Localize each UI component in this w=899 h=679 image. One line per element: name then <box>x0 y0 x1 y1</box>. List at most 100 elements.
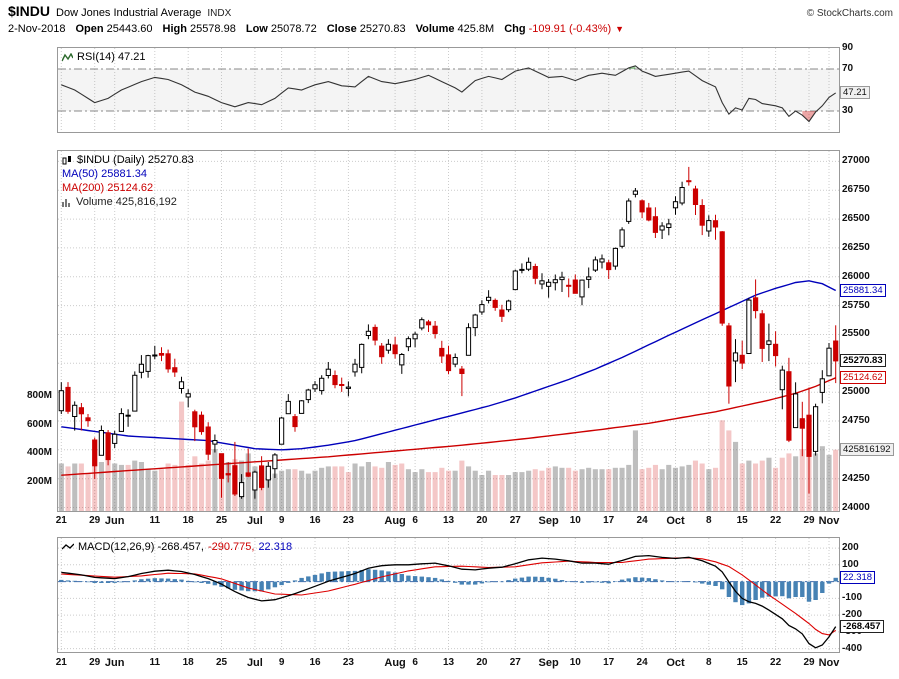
symbol-name: Dow Jones Industrial Average <box>56 7 202 19</box>
x-axis-label: 6 <box>412 657 418 668</box>
x-axis-label: Jul <box>246 657 263 669</box>
chg-down-arrow-icon: ▼ <box>615 24 625 34</box>
x-axis-label: 21 <box>55 657 67 668</box>
x-axis-label: Jul <box>246 515 263 527</box>
low-value: 25078.72 <box>270 23 317 35</box>
volume-axis-label: 600M <box>26 418 52 430</box>
rsi-axis-label: 30 <box>842 105 854 116</box>
x-axis-label: 10 <box>569 515 581 526</box>
macd-axis-label: 100 <box>842 558 859 570</box>
volume-axis-label: 800M <box>26 389 52 401</box>
macd-signal-text: -290.775, <box>207 541 255 553</box>
x-axis-bottom: 21 29 Jun 11 18 25 Jul 9 16 23 Aug 6 13 20 27 Sep 10 17 24… <box>55 657 841 671</box>
x-axis-label: 29 <box>89 657 101 668</box>
price-axis-label: 25500 <box>842 328 870 340</box>
x-axis-label: 23 <box>342 515 354 526</box>
x-axis-label: Jun <box>104 515 125 527</box>
axis-value-box: -268.457 <box>840 620 884 634</box>
price-axis-label: 24000 <box>842 501 870 513</box>
x-axis-label: 27 <box>509 515 521 526</box>
low-label: Low <box>245 23 268 35</box>
x-axis-label: 17 <box>603 657 615 668</box>
x-axis-label: Jun <box>104 657 125 669</box>
x-axis-label: Sep <box>538 515 559 527</box>
x-axis-label: 9 <box>278 515 285 526</box>
x-axis-label: 17 <box>603 515 615 526</box>
x-axis-label: 20 <box>476 657 488 668</box>
macd-chart-canvas <box>58 538 839 652</box>
close-label: Close <box>326 23 357 35</box>
rsi-axis-label: 90 <box>842 42 854 53</box>
ma200-legend: MA(200) 25124.62 <box>62 181 194 195</box>
volume-bars-icon <box>62 198 70 207</box>
x-axis-label: 20 <box>476 515 488 526</box>
price-axis-label: 24250 <box>842 472 870 484</box>
quote-date: 2-Nov-2018 <box>8 23 66 35</box>
rsi-chart-canvas <box>58 48 839 132</box>
x-axis-label: Nov <box>818 657 840 669</box>
x-axis-label: 21 <box>55 515 67 526</box>
macd-line-icon <box>62 543 74 550</box>
x-axis-label: Nov <box>818 515 840 527</box>
rsi-axis-label: 70 <box>842 63 854 74</box>
x-axis-label: 23 <box>342 657 354 668</box>
x-axis-label: 24 <box>636 515 648 526</box>
x-axis-label: 15 <box>736 515 748 526</box>
x-axis-label: 13 <box>442 515 455 526</box>
x-axis-label: Aug <box>384 515 406 527</box>
chg-label: Chg <box>504 23 526 35</box>
price-axis-label: 25750 <box>842 299 870 311</box>
x-axis-label: Oct <box>666 657 685 669</box>
macd-hist-text: 22.318 <box>258 541 293 553</box>
macd-axis-label: 200 <box>842 542 859 554</box>
axis-value-box: 25881.34 <box>840 283 886 297</box>
x-axis-label: Sep <box>538 657 559 669</box>
x-axis-label: 9 <box>278 657 285 668</box>
volume-axis-label: 200M <box>26 476 52 488</box>
price-chart-canvas <box>58 151 839 511</box>
axis-value-box: 425816192 <box>840 443 894 457</box>
x-axis-label: Aug <box>384 657 406 669</box>
chg-value: -109.91 (-0.43%) <box>528 23 612 35</box>
x-axis-label: 16 <box>309 657 321 668</box>
volume-legend-text: Volume 425,816,192 <box>76 196 177 208</box>
rsi-legend-text: RSI(14) 47.21 <box>77 51 146 63</box>
macd-axis-label: -200 <box>842 609 863 621</box>
x-axis-label: 25 <box>215 515 228 526</box>
symbol: $INDU <box>8 3 51 19</box>
macd-axis-label: -400 <box>842 642 863 654</box>
x-axis-main: 21 29 Jun 11 18 25 Jul 9 16 23 Aug 6 13 20 27 Sep 10 17 24… <box>55 515 841 529</box>
x-axis-label: 15 <box>736 657 748 668</box>
ma200-legend-text: MA(200) 25124.62 <box>62 182 154 194</box>
x-axis-label: 8 <box>706 657 712 668</box>
price-panel: $INDU (Daily) 25270.83 MA(50) 25881.34 M… <box>57 150 840 512</box>
x-axis-label: 29 <box>803 515 815 526</box>
price-axis-label: 26000 <box>842 270 870 282</box>
x-axis-label: 18 <box>182 657 194 668</box>
x-axis-label: 6 <box>412 515 418 526</box>
open-value: 25443.60 <box>106 23 153 35</box>
candlestick-icon <box>62 155 71 164</box>
price-legend: $INDU (Daily) 25270.83 MA(50) 25881.34 M… <box>62 153 194 209</box>
rsi-legend: RSI(14) 47.21 <box>62 50 145 64</box>
x-axis-label: 11 <box>149 657 161 668</box>
x-axis-label: 16 <box>309 515 321 526</box>
rsi-panel: RSI(14) 47.21 <box>57 47 840 133</box>
macd-legend: MACD(12,26,9) -268.457, -290.775, 22.318 <box>62 540 292 554</box>
axis-value-box: 25270.83 <box>840 354 886 368</box>
x-axis-label: 24 <box>636 657 648 668</box>
x-axis-label: 18 <box>182 515 194 526</box>
axis-value-box: 47.21 <box>840 86 870 100</box>
price-axis-label: 26750 <box>842 184 870 196</box>
open-label: Open <box>75 23 104 35</box>
ma50-legend: MA(50) 25881.34 <box>62 167 194 181</box>
price-axis-label: 27000 <box>842 155 870 167</box>
price-axis-label: 26500 <box>842 213 870 225</box>
axis-value-box: 25124.62 <box>840 371 886 385</box>
axis-value-box: 22.318 <box>840 571 876 585</box>
x-axis-label: 29 <box>89 515 101 526</box>
x-axis-label: 27 <box>509 657 521 668</box>
x-axis-label: 22 <box>770 657 782 668</box>
x-axis-label: Oct <box>666 515 685 527</box>
